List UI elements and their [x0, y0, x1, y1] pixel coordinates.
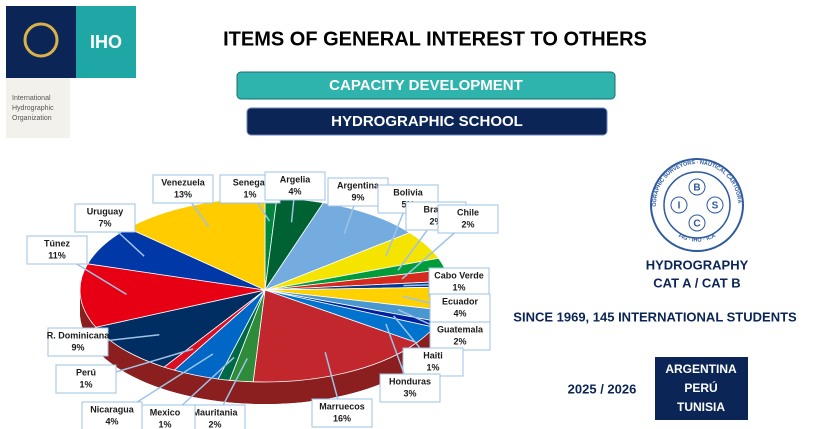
banner-text: CAPACITY DEVELOPMENT — [329, 77, 523, 94]
slice-name: Bolivia — [393, 187, 424, 197]
slice-value: 1% — [158, 419, 171, 429]
logo-text: IHO — [90, 32, 122, 52]
slice-value: 2% — [453, 336, 466, 346]
slice-name: Guatemala — [437, 324, 484, 334]
slice-name: Ecuador — [442, 296, 479, 306]
title: ITEMS OF GENERAL INTEREST TO OTHERS — [223, 28, 647, 50]
slice-name: Haiti — [423, 350, 443, 360]
logo-ring — [651, 159, 743, 251]
slice-value: 13% — [174, 189, 192, 199]
slice-value: 1% — [426, 362, 439, 372]
slice-name: Mauritania — [192, 407, 238, 417]
slice-value: 1% — [79, 379, 92, 389]
logo-letter: I — [678, 201, 681, 212]
logo-letter: B — [693, 183, 700, 194]
slice-name: Uruguay — [87, 206, 124, 216]
slice-name: Venezuela — [161, 177, 206, 187]
pie-chart: Senegal1%Argelia4%Argentina9%Bolivia5%Br… — [27, 172, 498, 429]
country: TUNISIA — [677, 400, 725, 414]
country: PERÚ — [684, 380, 717, 395]
slice-value: 7% — [98, 218, 111, 228]
info-text: CAT A / CAT B — [653, 275, 740, 290]
slice-name: Nicaragua — [90, 404, 135, 414]
logo-emblem — [6, 6, 76, 78]
slice-value: 2% — [461, 219, 474, 229]
slice-value: 4% — [105, 416, 118, 426]
slice-value: 16% — [333, 413, 351, 423]
slice-name: Cabo Verde — [434, 270, 484, 280]
slice-value: 4% — [453, 308, 466, 318]
slice-name: Perú — [76, 367, 96, 377]
slice-value: 2% — [208, 419, 221, 429]
slice-value: 4% — [288, 186, 301, 196]
slice-value: 9% — [351, 192, 364, 202]
slice-name: Túnez — [44, 238, 70, 248]
slice-name: Marruecos — [319, 401, 365, 411]
slice-name: Chile — [457, 207, 479, 217]
slice-value: 11% — [48, 250, 66, 260]
country: ARGENTINA — [665, 362, 737, 376]
slice-value: 9% — [71, 342, 84, 352]
slice-name: Argelia — [280, 174, 312, 184]
slice-name: Argentina — [337, 180, 380, 190]
info-text: 2025 / 2026 — [568, 381, 637, 396]
slice-name: R. Dominicana — [47, 330, 111, 340]
slice-name: Senegal — [233, 177, 268, 187]
slide: IHO International Hydrographic Organizat… — [0, 0, 826, 429]
slice-value: 3% — [403, 388, 416, 398]
slice-value: 1% — [452, 282, 465, 292]
logo-letter: C — [693, 219, 700, 230]
banner-text: HYDROGRAPHIC SCHOOL — [331, 113, 523, 130]
slice-name: Honduras — [389, 376, 431, 386]
org-name: Hydrographic — [12, 105, 54, 112]
logo-letter: S — [712, 201, 719, 212]
info-text: HYDROGRAPHY — [646, 257, 749, 272]
org-name: International — [12, 95, 51, 102]
slice-value: 1% — [243, 189, 256, 199]
info-text: SINCE 1969, 145 INTERNATIONAL STUDENTS — [513, 309, 797, 324]
org-name: Organization — [12, 115, 52, 122]
slice-name: Mexico — [150, 407, 181, 417]
